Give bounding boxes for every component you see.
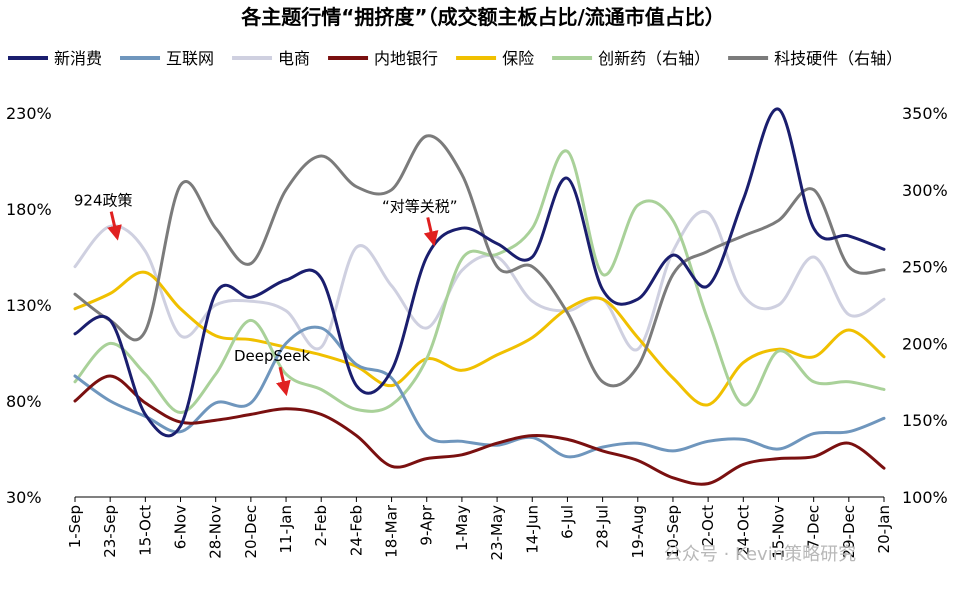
legend-item: 电商	[232, 49, 310, 68]
series-line	[73, 270, 886, 407]
annotation-arrow	[423, 217, 439, 247]
x-tick-label: 23-May	[488, 505, 506, 561]
series-line	[73, 374, 886, 486]
x-tick-label: 14-Jun	[523, 505, 541, 554]
x-tick-label: 18-Mar	[383, 504, 401, 558]
watermark: 公众号 · Kevin策略研究	[664, 544, 856, 565]
legend-item: 创新药（右轴）	[552, 49, 710, 68]
y-right-tick-label: 150%	[902, 411, 948, 430]
series-line	[73, 149, 886, 414]
x-tick-label: 20-Jan	[875, 505, 893, 553]
x-tick-label: 7-Dec	[805, 505, 823, 549]
legend-item: 互联网	[120, 49, 214, 68]
legend-label: 新消费	[54, 49, 102, 68]
annotation-label: DeepSeek	[234, 347, 311, 365]
y-left-tick-label: 180%	[6, 200, 52, 219]
x-tick-label: 6-Nov	[172, 505, 190, 549]
x-tick-label: 24-Oct	[734, 505, 752, 556]
x-tick-label: 2-Oct	[699, 505, 717, 546]
y-left-tick-label: 30%	[6, 488, 42, 507]
axes: 30% 80% 130% 180% 230% 100% 150% 200% 250% 300% 35…	[6, 104, 948, 561]
x-tick-label: 20-Dec	[242, 505, 260, 559]
y-right-tick-label: 250%	[902, 258, 948, 277]
x-tick-label: 15-Nov	[769, 505, 787, 559]
legend-item: 内地银行	[328, 49, 438, 68]
series-line	[73, 107, 886, 438]
legend-label: 科技硬件（右轴）	[774, 49, 902, 68]
annotation-arrow	[276, 366, 291, 397]
x-tick-label: 2-Feb	[312, 505, 330, 547]
series-line	[73, 134, 886, 388]
annotation-label: “对等关税”	[382, 197, 458, 215]
x-tick-label: 9-Apr	[418, 504, 436, 545]
chart-title: 各主题行情“拥挤度”（成交额主板占比/流通市值占比）	[240, 5, 725, 29]
series-layer	[73, 107, 886, 486]
annotation-layer: 924政策 DeepSeek “对等关税”	[74, 192, 458, 397]
x-tick-label: 11-Jan	[277, 505, 295, 553]
x-tick-label: 28-Jul	[594, 505, 612, 548]
y-left-tick-label: 80%	[6, 392, 42, 411]
legend-item: 新消费	[8, 49, 102, 68]
legend-label: 电商	[278, 49, 310, 68]
series-line	[73, 325, 886, 459]
legend-label: 保险	[502, 49, 534, 68]
legend-label: 创新药（右轴）	[598, 49, 710, 68]
y-right-tick-label: 300%	[902, 181, 948, 200]
legend-item: 科技硬件（右轴）	[728, 49, 902, 68]
y-right-tick-label: 100%	[902, 488, 948, 507]
x-tick-label: 15-Oct	[136, 505, 154, 556]
x-tick-label: 29-Dec	[840, 505, 858, 559]
legend-item: 保险	[456, 49, 534, 68]
x-tick-label: 19-Aug	[629, 505, 647, 558]
watermark-text: 公众号 · Kevin策略研究	[664, 544, 856, 565]
y-left-tick-label: 130%	[6, 296, 52, 315]
series-line	[73, 209, 886, 352]
y-right-tick-label: 200%	[902, 334, 948, 353]
x-tick-label: 1-Sep	[66, 505, 84, 548]
x-tick-label: 10-Sep	[664, 505, 682, 558]
x-tick-label: 6-Jul	[558, 505, 576, 539]
x-tick-label: 24-Feb	[347, 505, 365, 556]
x-tick-label: 1-May	[453, 505, 471, 551]
x-tick-label: 28-Nov	[207, 505, 225, 559]
annotation-arrow	[107, 211, 122, 241]
legend-label: 互联网	[166, 49, 214, 68]
annotation-label: 924政策	[74, 192, 133, 210]
legend: 新消费 互联网 电商 内地银行 保险 创新药（右轴） 科技硬件（右轴）	[8, 49, 902, 68]
y-left-tick-label: 230%	[6, 104, 52, 123]
legend-label: 内地银行	[374, 49, 438, 68]
x-tick-label: 23-Sep	[101, 505, 119, 558]
y-right-tick-label: 350%	[902, 104, 948, 123]
